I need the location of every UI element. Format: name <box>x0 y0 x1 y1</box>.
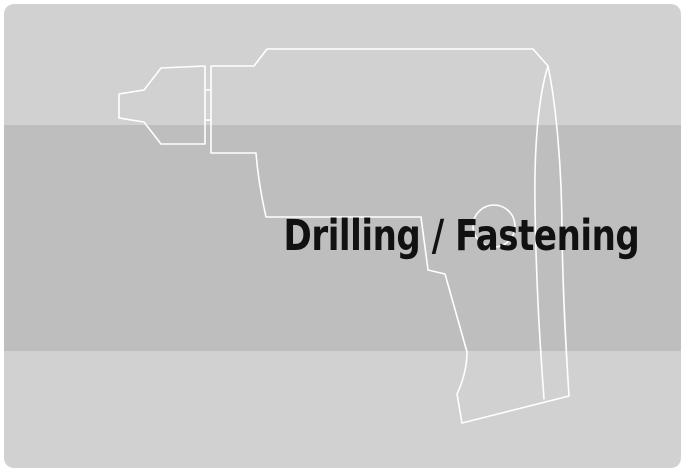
power-drill-outline-icon <box>118 48 570 424</box>
title-band <box>4 125 681 351</box>
category-title: Drilling / Fastening <box>283 211 639 261</box>
category-card[interactable]: Drilling / Fastening <box>4 4 681 468</box>
